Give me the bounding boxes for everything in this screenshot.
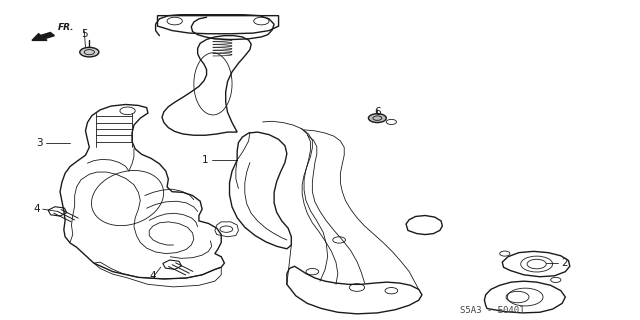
Circle shape <box>369 114 387 123</box>
Text: 2: 2 <box>561 258 568 268</box>
Text: 5: 5 <box>81 29 88 39</box>
Text: FR.: FR. <box>58 23 74 32</box>
Text: 6: 6 <box>374 107 381 117</box>
Text: 3: 3 <box>36 138 43 148</box>
Text: 4: 4 <box>150 271 156 281</box>
Circle shape <box>80 47 99 57</box>
FancyArrow shape <box>32 32 54 40</box>
Text: 1: 1 <box>202 155 209 165</box>
Text: S5A3 - E0401: S5A3 - E0401 <box>460 306 525 315</box>
Text: 4: 4 <box>33 204 40 214</box>
